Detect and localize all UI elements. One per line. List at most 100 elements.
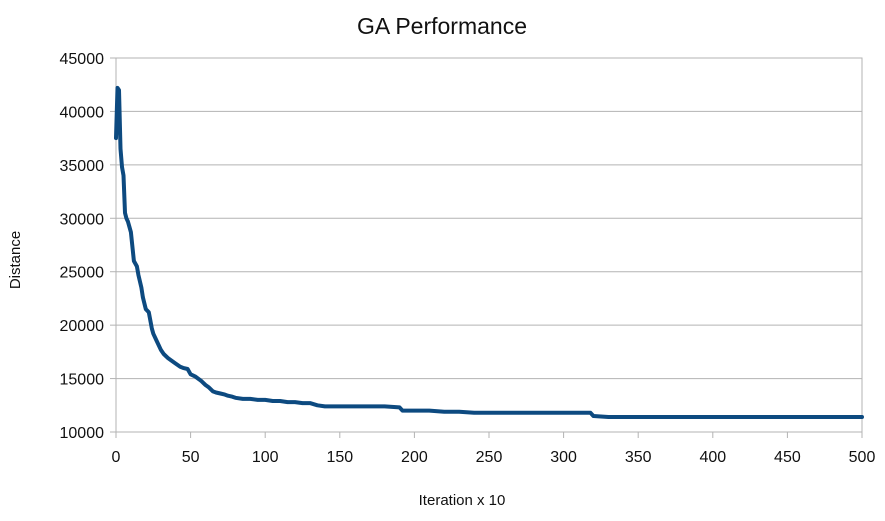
data-point [231,396,233,398]
data-point [127,220,129,223]
data-point [136,265,138,267]
data-point [119,148,122,150]
data-point [145,308,147,310]
data-point [279,400,281,402]
data-point [190,373,192,375]
data-point [155,339,157,341]
data-point [301,402,304,404]
data-point [622,416,624,418]
data-point [140,287,142,289]
data-point [443,411,445,413]
y-axis-label: Distance [7,231,24,289]
data-point [369,405,371,407]
xtick-label: 50 [182,449,200,466]
data-point [116,87,119,89]
data-point [398,406,401,409]
data-point [207,386,210,388]
data-point [124,212,126,214]
series-layer [114,85,864,419]
data-point [118,89,120,91]
data-point [473,412,475,414]
data-point [801,416,803,418]
data-point [294,401,296,403]
data-point [589,412,592,414]
ytick-label: 35000 [60,158,105,175]
data-point [137,274,139,276]
data-point [179,366,181,368]
data-point [503,412,505,414]
data-point [607,416,609,418]
xtick-label: 250 [476,449,503,466]
data-point [309,402,311,404]
data-point [151,327,153,329]
xtick-label: 400 [699,449,726,466]
data-point [197,377,199,380]
data-point [142,296,144,298]
data-point [771,416,774,418]
grid-lines [116,110,862,380]
ytick-label: 45000 [60,51,105,68]
plot-area-frame [115,57,863,433]
xtick-label: 450 [774,449,801,466]
data-point [339,405,341,407]
ytick-label: 10000 [60,425,105,442]
data-point [212,390,214,392]
data-point [163,353,165,355]
data-point [577,412,580,414]
ytick-label: 40000 [60,104,105,121]
data-point [200,380,202,382]
data-point [234,397,236,399]
y-axis-ticks: 10000 15000 20000 25000 30000 35000 40000 45000 [60,51,116,442]
data-point [242,398,244,400]
xtick-label: 150 [326,449,353,466]
data-point [488,412,490,414]
data-point [182,367,184,369]
data-point [324,405,326,407]
data-point [861,416,863,418]
x-axis-ticks: 0 50 100 150 200 250 300 350 400 450 500 [112,432,876,466]
data-point [712,416,714,418]
data-point [286,401,289,403]
data-point [187,368,189,370]
data-point [257,399,259,401]
xtick-label: 200 [401,449,428,466]
data-point [533,412,535,414]
data-point [204,384,207,386]
data-point [215,391,217,394]
data-point [194,375,196,378]
data-point [172,360,174,363]
data-point [224,394,226,396]
data-point [742,416,744,418]
data-point [401,410,404,412]
data-point [518,412,520,414]
xtick-label: 500 [849,449,876,466]
series-line-0 [114,85,864,419]
data-point [121,166,123,168]
data-point [831,416,833,418]
xtick-label: 100 [252,449,279,466]
data-point [175,363,177,365]
data-point [413,410,415,412]
x-axis-label: Iteration x 10 [419,492,506,509]
ytick-label: 20000 [60,318,105,335]
data-point [383,405,386,407]
data-point [160,349,162,351]
xtick-label: 350 [625,449,652,466]
data-point [331,405,333,407]
data-point [652,416,654,418]
data-point [130,231,132,233]
data-point [128,226,131,228]
data-point [115,137,117,139]
data-point [122,174,125,177]
data-point [458,411,460,413]
data-point [264,399,266,401]
xtick-label: 0 [112,449,121,466]
data-point [316,404,319,406]
data-point [219,392,222,395]
data-point [249,398,251,400]
data-point [167,357,169,359]
ytick-label: 15000 [60,372,105,389]
chart-title: GA Performance [357,13,527,39]
